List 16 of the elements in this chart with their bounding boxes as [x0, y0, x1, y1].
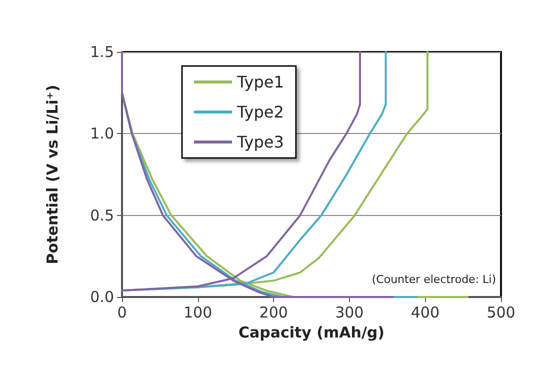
- x-tick-label: 100: [183, 304, 212, 322]
- legend-label: Type1: [236, 72, 284, 92]
- x-axis-title: Capacity (mAh/g): [238, 323, 385, 342]
- legend-label: Type3: [236, 132, 284, 152]
- x-tick-label: 300: [335, 304, 364, 322]
- y-tick-label: 0.0: [90, 288, 114, 306]
- x-tick-label: 400: [410, 304, 440, 322]
- x-tick-label: 200: [259, 304, 288, 322]
- y-axis-title: Potential (V vs Li/Li⁺): [44, 84, 62, 264]
- x-tick-label: 500: [486, 304, 516, 322]
- annotation: (Counter electrode: Li): [372, 273, 496, 286]
- y-tick-label: 1.0: [90, 124, 114, 143]
- y-tick-label: 1.5: [90, 43, 114, 61]
- x-tick-label: 0: [117, 304, 127, 322]
- legend-label: Type2: [236, 102, 284, 122]
- y-tick-label: 0.5: [90, 206, 114, 224]
